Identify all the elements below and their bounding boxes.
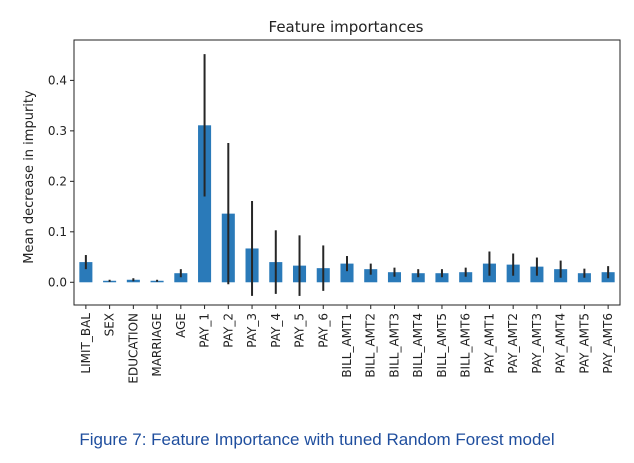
x-tick-label: PAY_2 [221,313,235,348]
bar-limit_bal [79,262,93,283]
x-tick-label: PAY_6 [316,313,330,348]
x-tick-label: PAY_AMT1 [482,313,496,374]
bar-bill_amt3 [387,272,402,283]
plot-area: 0.0 0.1 0.2 0.3 0.4 LIMIT_BAL SEX EDUCATION MARR… [48,39,621,384]
bar-age [174,273,188,283]
bar-bill_amt2 [364,269,378,283]
x-tick-label: PAY_4 [269,313,283,348]
x-tick-label: SEX [103,313,117,336]
x-tick-label: PAY_AMT2 [506,313,520,374]
x-tick-label: PAY_3 [245,313,259,348]
bar-bill_amt6 [459,272,473,283]
x-tick-label: PAY_AMT4 [554,313,568,374]
x-tick-label: PAY_AMT6 [601,313,615,374]
chart-title: Feature importances [269,18,424,36]
x-tick-label: BILL_AMT2 [364,313,378,378]
x-tick-label: AGE [174,313,188,338]
bar-bill_amt1 [340,263,354,283]
x-tick-label: PAY_1 [198,313,212,348]
bar-pay_1 [198,125,212,283]
x-tick-label: PAY_AMT5 [577,313,591,374]
x-tick-label: BILL_AMT4 [411,313,425,378]
y-tick-label: 0.3 [48,124,67,138]
y-tick-label: 0.2 [48,174,67,188]
y-tick-label: 0.4 [48,73,67,87]
x-tick-label: EDUCATION [126,313,140,384]
x-tick-label: BILL_AMT3 [387,313,401,378]
x-tick-label: BILL_AMT5 [435,313,449,378]
bar-bill_amt4 [411,273,425,283]
figure-caption: Figure 7: Feature Importance with tuned … [79,430,555,449]
y-axis-label: Mean decrease in impurity [22,90,37,264]
x-tick-label: BILL_AMT1 [340,313,354,378]
x-tick-label: LIMIT_BAL [79,313,93,374]
y-tick-label: 0.1 [48,225,67,239]
x-tick-label: BILL_AMT6 [459,313,473,378]
x-tick-label: MARRIAGE [150,313,164,377]
feature-importance-chart: Feature importances Mean decrease in imp… [22,18,621,384]
x-tick-label: PAY_AMT3 [530,313,544,374]
y-tick-label: 0.0 [48,275,67,289]
x-tick-label: PAY_5 [293,313,307,348]
bar-bill_amt5 [435,273,449,283]
